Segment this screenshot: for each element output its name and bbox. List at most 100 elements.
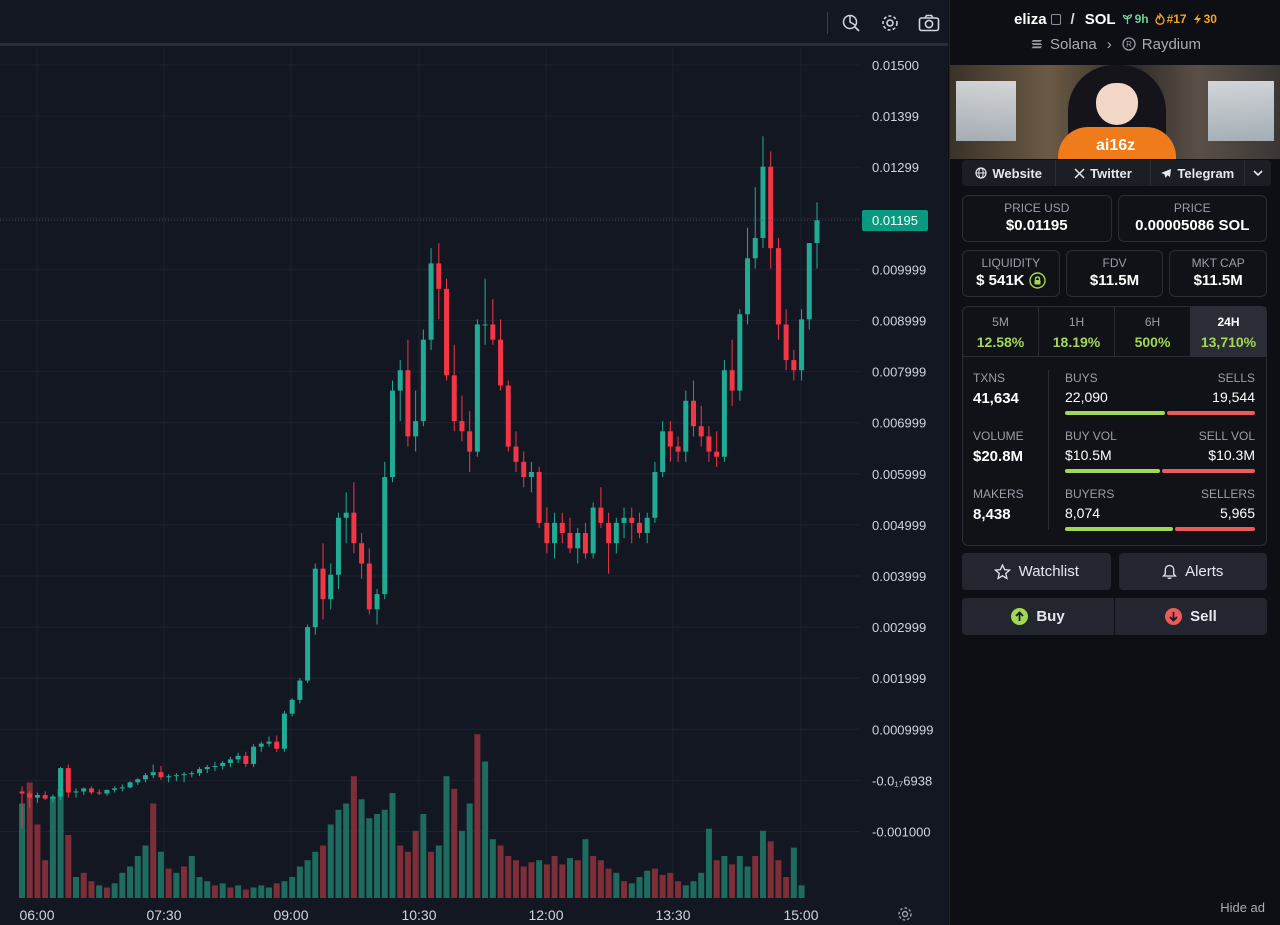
volume-bar (597, 860, 604, 898)
txns-row: TXNS 41,634 BUYS SELLS 22,090 19,544 (963, 371, 1268, 427)
axis-settings-icon[interactable] (896, 905, 914, 923)
volume-bar (26, 782, 33, 898)
hide-ad-link[interactable]: Hide ad (1220, 900, 1265, 915)
tab-24h[interactable]: 24H 13,710% (1191, 307, 1266, 356)
candle-body (559, 522, 565, 534)
chart-toolbar (0, 0, 948, 46)
price-stats-row: PRICE USD $0.01195 PRICE 0.00005086 SOL (962, 195, 1267, 242)
buyers-label: BUYERS (1065, 487, 1115, 501)
price-tick-label: -0.001000 (872, 825, 931, 840)
volume-bar (466, 803, 473, 898)
buy-button[interactable]: Buy (962, 598, 1114, 635)
volume-bar (127, 866, 134, 898)
volume-bar (759, 830, 766, 898)
banner-character-face (1096, 83, 1138, 125)
lightning-icon (1193, 13, 1201, 25)
volume-bar (659, 874, 666, 898)
tab-6h[interactable]: 6H 500% (1115, 307, 1191, 356)
time-tick-label: 15:00 (783, 907, 818, 923)
indicator-icon[interactable] (839, 11, 863, 35)
chart-pane[interactable]: 0.015000.013990.012990.010990.0099990.00… (0, 0, 948, 925)
volume-bar (690, 881, 697, 898)
candle-body (220, 762, 226, 767)
volume-bar (675, 881, 682, 898)
copy-icon[interactable] (1050, 13, 1061, 25)
volume-bar (374, 814, 381, 898)
candle-body (374, 594, 380, 610)
volume-bar (358, 799, 365, 898)
x-icon (1074, 167, 1085, 179)
tab-5m[interactable]: 5M 12.58% (963, 307, 1039, 356)
alerts-button[interactable]: Alerts (1118, 553, 1267, 590)
volume-bar (582, 839, 589, 898)
chain-name[interactable]: Solana (1050, 35, 1097, 53)
volume-bar (73, 877, 80, 898)
dex-name[interactable]: Raydium (1141, 35, 1201, 53)
candle-body (328, 574, 334, 600)
volume-bar (19, 803, 25, 898)
raydium-icon: R (1122, 37, 1136, 51)
price-tick-label: 0.009999 (872, 262, 926, 277)
volume-bar (412, 830, 419, 898)
volume-bar (157, 851, 164, 898)
settings-gear-icon[interactable] (878, 11, 902, 35)
volume-bar (520, 866, 527, 898)
alerts-label: Alerts (1185, 563, 1224, 580)
liquidity-box: LIQUIDITY $ 541K (962, 250, 1060, 297)
volume-bar (559, 864, 566, 898)
makers-value: 8,438 (973, 506, 1011, 523)
volume-bar (613, 872, 620, 898)
camera-icon[interactable] (917, 11, 941, 35)
candle-body (405, 370, 411, 437)
tab-change: 500% (1134, 334, 1171, 350)
volume-bar (250, 887, 257, 898)
banner-window (1208, 81, 1274, 141)
candle-body (552, 522, 558, 544)
tab-1h[interactable]: 1H 18.19% (1039, 307, 1115, 356)
candle-body (119, 787, 125, 789)
volume-bar (536, 860, 543, 898)
candle-body (42, 795, 48, 799)
volume-bar (752, 856, 759, 898)
candle-body (166, 776, 172, 778)
more-links-button[interactable] (1245, 160, 1271, 186)
price-usd-box: PRICE USD $0.01195 (962, 195, 1112, 242)
volume-bar (273, 883, 280, 898)
volume-bar (235, 885, 242, 898)
volume-bar (350, 776, 357, 898)
candle-body (343, 512, 349, 518)
volume-bar (736, 856, 743, 898)
price-chart[interactable]: 0.015000.013990.012990.010990.0099990.00… (0, 48, 948, 925)
candle-body (451, 375, 457, 422)
volume-bar (389, 793, 396, 898)
buy-vol-value: $10.5M (1065, 447, 1112, 463)
candle-body (274, 741, 280, 749)
mktcap-box: MKT CAP $11.5M (1169, 250, 1268, 297)
buy-vol-label: BUY VOL (1065, 429, 1117, 443)
volume-bar (705, 828, 712, 898)
time-tick-label: 07:30 (146, 907, 181, 923)
candle-body (505, 385, 511, 447)
volume-bar (644, 870, 651, 898)
volume-bar (489, 839, 496, 898)
volume-bar (451, 788, 458, 898)
volume-bar (103, 887, 110, 898)
twitter-link[interactable]: Twitter (1056, 160, 1151, 186)
sell-button[interactable]: Sell (1115, 598, 1267, 635)
candle-body (335, 517, 341, 575)
watchlist-button[interactable]: Watchlist (962, 553, 1111, 590)
price-sol-value: 0.00005086 SOL (1135, 217, 1250, 234)
candle-body (413, 421, 419, 437)
volume-bar (713, 860, 720, 898)
volume-bars (19, 734, 805, 898)
telegram-link[interactable]: Telegram (1151, 160, 1245, 186)
volume-row: VOLUME $20.8M BUY VOL SELL VOL $10.5M $10.… (963, 429, 1268, 485)
candle-body (814, 220, 820, 244)
website-link[interactable]: Website (962, 160, 1057, 186)
price-tick-label: 0.002999 (872, 620, 926, 635)
chain-breadcrumb: Solana › R Raydium (950, 32, 1280, 56)
mktcap-label: MKT CAP (1191, 256, 1245, 270)
volume-bar (767, 841, 774, 898)
candle-body (50, 796, 56, 799)
fdv-label: FDV (1102, 256, 1127, 270)
